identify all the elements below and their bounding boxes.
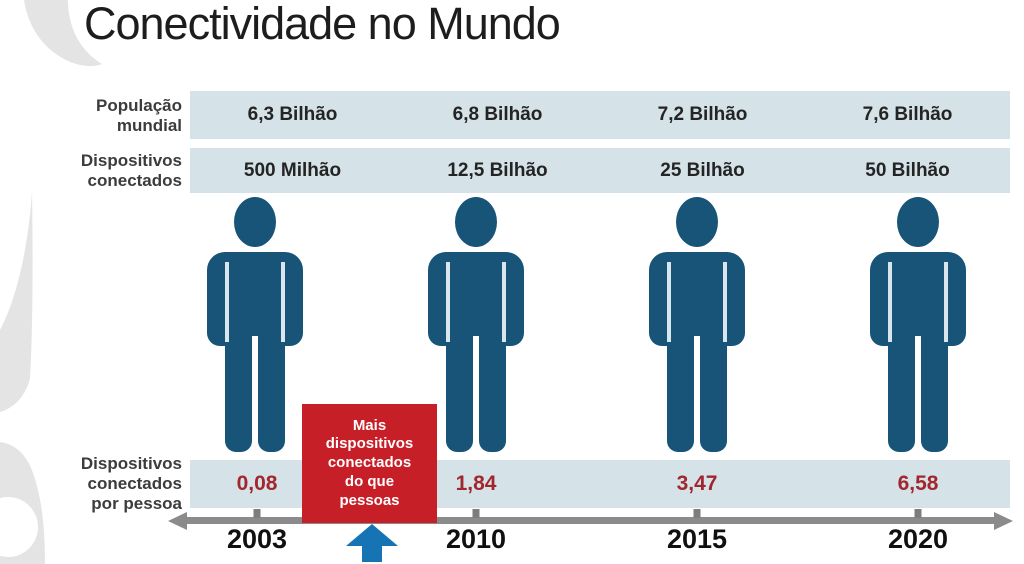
person-leg-gap (473, 336, 479, 348)
timeline-arrowhead-right-icon (994, 512, 1013, 530)
callout-more-devices-than-people: Mais dispositivos conectados do que pess… (302, 404, 437, 523)
timeline-tick-2020 (914, 509, 922, 518)
up-arrow-stem (362, 546, 382, 562)
year-label-2010: 2010 (445, 524, 507, 554)
devices-per-person-row-label: Dispositivos conectados por pessoa (80, 454, 182, 514)
person-leg-gap (694, 336, 700, 348)
person-arm-gap (502, 262, 506, 346)
timeline-axis (184, 517, 996, 524)
person-arm-gap (944, 262, 948, 346)
background-decoration (0, 0, 102, 564)
population-value-2020: 7,6 Bilhão (862, 104, 953, 125)
person-leg (258, 342, 285, 452)
person-arm-gap (281, 262, 285, 346)
timeline-tick-2010 (472, 509, 480, 518)
slide-title: Conectividade no Mundo (84, 0, 561, 49)
population-row-label: População mundial (96, 96, 182, 136)
person-leg (479, 342, 506, 452)
devices-row-band: 500 Milhão 12,5 Bilhão 25 Bilhão 50 Bilh… (190, 148, 1010, 193)
person-leg (888, 342, 915, 452)
population-value-2003: 6,3 Bilhão (247, 104, 338, 125)
person-head (676, 197, 718, 247)
timeline-tick-2003 (253, 509, 261, 518)
person-head (897, 197, 939, 247)
up-arrow-head (346, 524, 398, 546)
person-arm-gap (225, 262, 229, 346)
person-leg (700, 342, 727, 452)
person-torso (428, 252, 524, 346)
person-torso (870, 252, 966, 346)
devices-value-2015: 25 Bilhão (660, 160, 745, 181)
person-leg (921, 342, 948, 452)
population-value-2010: 6,8 Bilhão (452, 104, 543, 125)
person-torso (649, 252, 745, 346)
callout-text: Mais dispositivos conectados do que pess… (325, 416, 414, 509)
person-head (234, 197, 276, 247)
devices-value-2020: 50 Bilhão (865, 160, 950, 181)
person-leg-gap (252, 336, 258, 348)
devices-per-person-value-2020: 6,58 (897, 472, 939, 495)
population-row-band: 6,3 Bilhão 6,8 Bilhão 7,2 Bilhão 7,6 Bil… (190, 91, 1010, 139)
person-leg (446, 342, 473, 452)
up-arrow-icon (346, 524, 398, 562)
year-label-2003: 2003 (226, 524, 288, 554)
devices-value-2003: 500 Milhão (243, 160, 342, 181)
devices-per-person-value-2015: 3,47 (676, 472, 718, 495)
person-icon (199, 196, 311, 452)
person-leg-gap (915, 336, 921, 348)
person-arm-gap (723, 262, 727, 346)
person-head (455, 197, 497, 247)
person-icon (862, 196, 974, 452)
person-icon (641, 196, 753, 452)
devices-value-2010: 12,5 Bilhão (447, 160, 548, 181)
person-arm-gap (888, 262, 892, 346)
person-icon (420, 196, 532, 452)
timeline-arrowhead-left-icon (168, 512, 187, 530)
devices-per-person-value-2003: 0,08 (236, 472, 278, 495)
person-torso (207, 252, 303, 346)
year-label-2020: 2020 (887, 524, 949, 554)
population-value-2015: 7,2 Bilhão (657, 104, 748, 125)
year-label-2015: 2015 (666, 524, 728, 554)
devices-row-label: Dispositivos conectados (80, 151, 182, 191)
person-leg (225, 342, 252, 452)
timeline-tick-2015 (693, 509, 701, 518)
person-arm-gap (667, 262, 671, 346)
devices-per-person-value-2010: 1,84 (455, 472, 497, 495)
person-arm-gap (446, 262, 450, 346)
person-leg (667, 342, 694, 452)
